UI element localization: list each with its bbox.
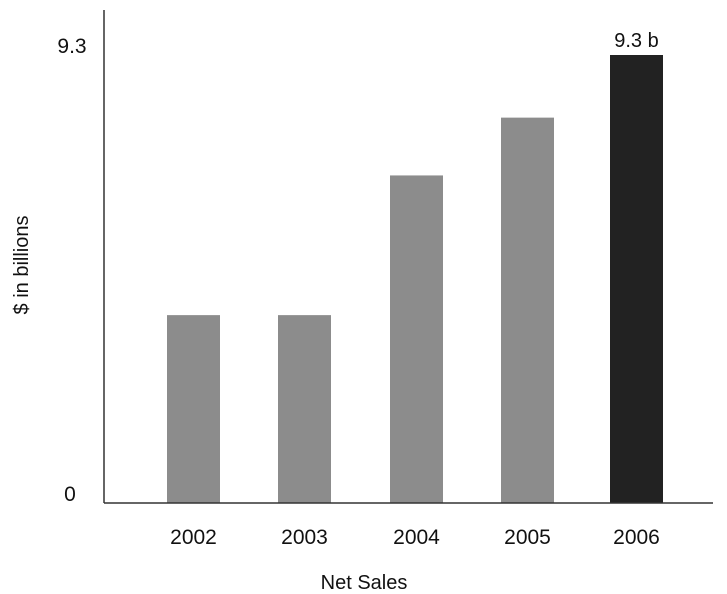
x-tick-label-2006: 2006 xyxy=(613,526,660,549)
bar-2003 xyxy=(278,315,331,503)
bar-2004 xyxy=(390,175,443,503)
bar-2002 xyxy=(167,315,220,503)
y-tick-label-0: 0 xyxy=(64,483,76,506)
y-tick-labels: 09.3 xyxy=(57,35,86,506)
y-axis-title: $ in billions xyxy=(11,216,33,315)
bar-2006 xyxy=(610,55,663,503)
y-tick-label-9-3: 9.3 xyxy=(57,35,86,58)
data-label-2006: 9.3 b xyxy=(614,30,658,52)
x-tick-label-2004: 2004 xyxy=(393,526,440,549)
x-tick-labels: 2002 2003 2004 2005 2006 xyxy=(170,526,660,549)
x-tick-label-2002: 2002 xyxy=(170,526,217,549)
data-labels: 9.3 b xyxy=(614,30,658,52)
x-tick-label-2003: 2003 xyxy=(281,526,328,549)
bars-group xyxy=(167,55,663,503)
bar-2005 xyxy=(501,117,554,503)
x-tick-label-2005: 2005 xyxy=(504,526,551,549)
x-axis-title: Net Sales xyxy=(321,572,408,594)
